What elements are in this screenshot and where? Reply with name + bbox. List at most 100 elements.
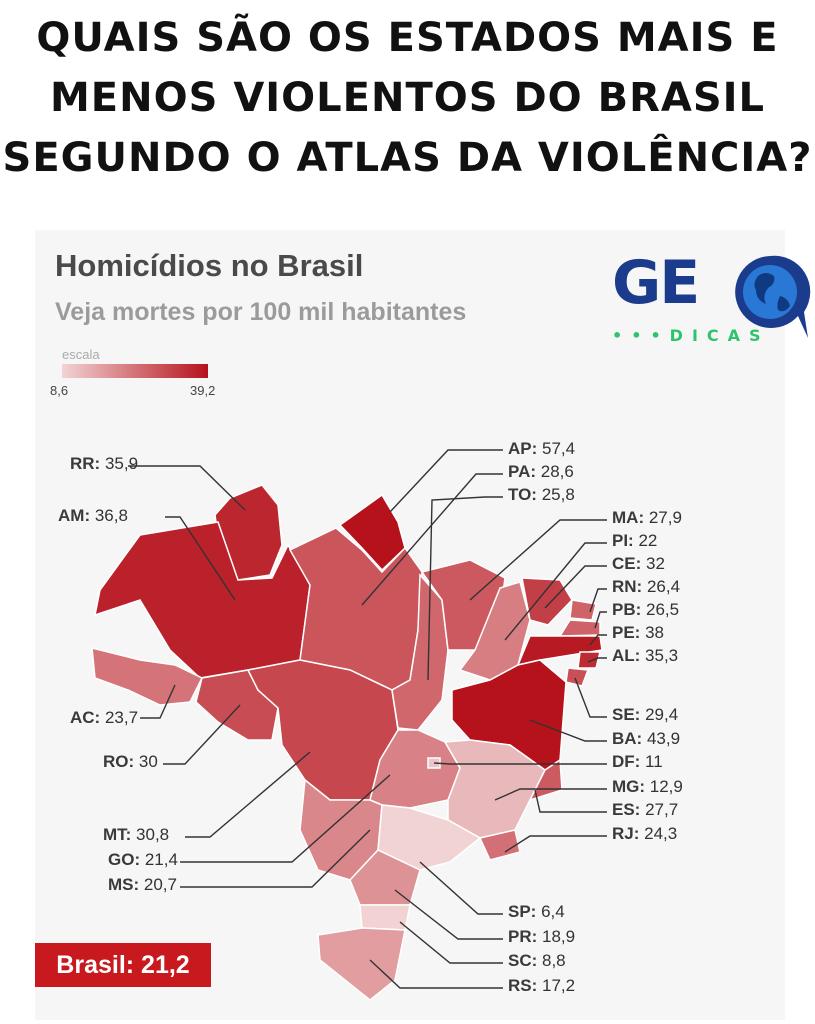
state-value: 24,3 [639,824,678,843]
leader-line-df [433,762,607,765]
state-abbr: RR: [70,454,101,473]
state-label-ce: CE: 32 [612,554,665,574]
scale-max: 39,2 [190,383,216,398]
state-label-am: AM: 36,8 [58,506,128,526]
state-label-es: ES: 27,7 [612,800,678,820]
color-scale-bar [62,364,208,378]
leader-line-mt [185,751,311,838]
logo-text: GE [612,248,700,318]
state-value: 43,9 [642,729,681,748]
state-label-ro: RO: 30 [103,752,158,772]
state-value: 35,9 [100,454,139,473]
leader-line-go [180,774,391,863]
state-value: 8,8 [537,951,566,970]
state-label-sp: SP: 6,4 [508,902,565,922]
state-label-df: DF: 11 [612,752,663,772]
state-rs [317,927,406,1001]
leader-line-ba [529,719,607,742]
state-abbr: RS: [508,976,538,995]
state-abbr: GO: [108,850,141,869]
state-abbr: PA: [508,462,537,481]
state-value: 27,7 [640,800,679,819]
state-se [565,667,590,687]
state-ac [91,647,204,706]
state-ce [521,577,573,626]
state-label-al: AL: 35,3 [612,646,678,666]
state-label-sc: SC: 8,8 [508,951,566,971]
state-label-pa: PA: 28,6 [508,462,574,482]
state-pb [558,619,601,637]
leader-line-rr [128,465,246,511]
state-label-rr: RR: 35,9 [70,454,138,474]
state-al [577,651,601,669]
state-pr [349,849,421,906]
leader-line-se [574,677,607,718]
state-abbr: AC: [70,708,101,727]
scale-label: escala [62,347,100,362]
state-label-pi: PI: 22 [612,531,657,551]
state-value: 26,4 [642,577,681,596]
state-label-se: SE: 29,4 [612,705,678,725]
state-rn [569,599,597,621]
state-value: 11 [640,752,663,771]
state-value: 12,9 [645,777,683,796]
state-abbr: PI: [612,531,634,550]
leader-line-ac [140,684,176,719]
headline-line-2: MENOS VIOLENTOS DO BRASIL [49,75,766,121]
map-title: Homicídios no Brasil [55,248,364,283]
state-label-mt: MT: 30,8 [103,825,169,845]
state-label-ma: MA: 27,9 [612,508,682,528]
state-label-go: GO: 21,4 [108,850,178,870]
state-value: 35,3 [640,646,679,665]
leader-line-sp [419,861,503,915]
state-abbr: SC: [508,951,538,970]
leader-line-to [427,496,503,681]
state-value: 28,6 [536,462,574,481]
headline-line-3: SEGUNDO O ATLAS DA VIOLÊNCIA? [2,135,813,181]
logo-subtext: •••DICAS [612,326,770,345]
state-abbr: SP: [508,902,537,921]
state-value: 32 [641,554,665,573]
leader-line-pb [594,611,607,629]
state-label-ba: BA: 43,9 [612,729,680,749]
map-subtitle: Veja mortes por 100 mil habitantes [55,298,467,326]
state-rj [478,829,521,861]
headline-line-1: QUAIS SÃO OS ESTADOS MAIS E [36,15,779,61]
state-sc [359,904,411,931]
state-value: 30 [134,752,158,771]
state-value: 38 [640,623,664,642]
state-value: 27,9 [644,508,682,527]
geodicas-logo: GE •••DICAS [612,248,812,358]
state-value: 57,4 [537,439,576,458]
leader-line-ap [389,449,503,513]
state-abbr: RO: [103,752,135,771]
state-value: 6,4 [536,902,565,921]
state-abbr: BA: [612,729,643,748]
state-label-ap: AP: 57,4 [508,439,575,459]
state-label-rn: RN: 26,4 [612,577,680,597]
state-value: 25,8 [536,485,575,504]
leader-line-rn [589,588,607,613]
leader-line-rj [504,835,607,853]
state-abbr: PR: [508,927,538,946]
state-value: 29,4 [640,705,679,724]
state-label-rs: RS: 17,2 [508,976,575,996]
leader-line-al [587,657,607,663]
leader-line-es [534,789,607,813]
state-abbr: RN: [612,577,643,596]
state-label-ac: AC: 23,7 [70,708,138,728]
state-abbr: AP: [508,439,538,458]
state-label-pe: PE: 38 [612,623,664,643]
state-abbr: MS: [108,875,140,894]
state-value: 36,8 [90,506,128,525]
scale-min: 8,6 [50,383,69,398]
state-abbr: PE: [612,623,641,642]
leader-line-pr [394,889,503,940]
leader-line-mg [494,788,607,801]
leader-line-pa [361,473,503,606]
state-abbr: ES: [612,800,641,819]
state-abbr: AL: [612,646,641,665]
state-value: 20,7 [139,875,177,894]
leader-line-ce [544,565,607,609]
state-abbr: SE: [612,705,641,724]
